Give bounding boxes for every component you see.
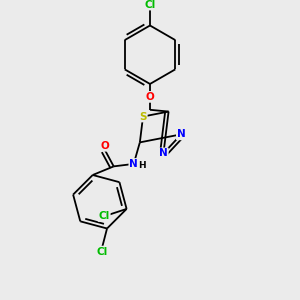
Text: N: N xyxy=(129,159,138,169)
Text: N: N xyxy=(177,129,186,139)
Text: O: O xyxy=(101,141,110,151)
Text: Cl: Cl xyxy=(144,0,156,10)
Text: S: S xyxy=(139,112,147,122)
Text: Cl: Cl xyxy=(97,247,108,256)
Text: Cl: Cl xyxy=(98,211,110,221)
Text: N: N xyxy=(159,148,168,158)
Text: O: O xyxy=(146,92,154,102)
Text: H: H xyxy=(139,161,146,170)
